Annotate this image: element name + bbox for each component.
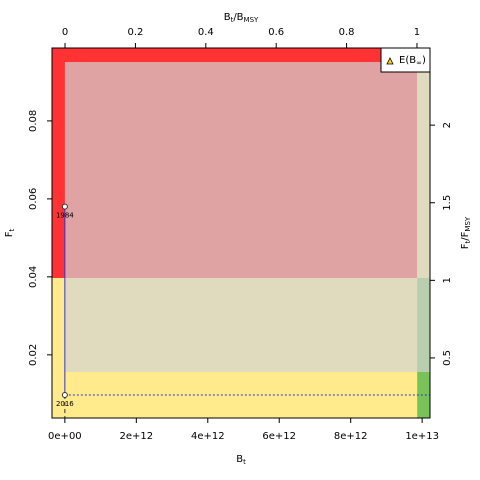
y-tick-label: 0.02 [28, 344, 39, 366]
y2-tick-label: 1.5 [442, 195, 453, 211]
y-axis-label-part: t [8, 228, 16, 231]
x-axis-label-part: B [236, 454, 243, 465]
legend-label-part: ∞ [416, 59, 422, 67]
x2-tick-label: 0.2 [127, 27, 143, 38]
x2-axis-label-part: t [231, 16, 234, 24]
legend-marker [386, 57, 394, 65]
y2-tick-label: 2 [442, 122, 453, 128]
plot-border [51, 47, 431, 419]
y-axis-label-part: F [4, 231, 15, 237]
x2-axis-label: Bt/BMSY [224, 12, 259, 24]
point-label: 2016 [56, 400, 74, 408]
x-tick-label: 0e+00 [48, 431, 82, 442]
x2-tick-label: 0.8 [339, 27, 355, 38]
x-axis-label-part: t [243, 458, 246, 466]
x2-tick-label: 0.4 [198, 27, 214, 38]
legend-label: E(B∞) [399, 55, 426, 67]
point [61, 391, 68, 398]
x2-tick-label: 0 [62, 27, 68, 38]
y2-tick-label: 0.5 [442, 350, 453, 366]
x2-axis-label-part: MSY [244, 16, 259, 24]
legend-label-part: E(B [399, 55, 416, 66]
x2-tick-label: 1 [414, 27, 420, 38]
y2-axis-label: Ft/FMSY [460, 216, 472, 249]
y2-axis-label-part: t [464, 240, 472, 243]
x-tick-label: 6e+12 [262, 431, 296, 442]
x-axis-label: Bt [236, 454, 246, 466]
x2-tick-label: 0.6 [268, 27, 284, 38]
x-tick-label: 1e+13 [405, 431, 439, 442]
point-label: 1984 [56, 212, 74, 220]
y2-axis-label-part: /F [460, 231, 471, 240]
legend-box [380, 47, 431, 73]
y-tick-label: 0.08 [28, 110, 39, 132]
x-tick-label: 8e+12 [334, 431, 368, 442]
y-axis-label: Ft [4, 228, 16, 237]
y-tick-label: 0.04 [28, 266, 39, 288]
y2-axis-label-part: MSY [464, 216, 472, 231]
x-tick-label: 4e+12 [191, 431, 225, 442]
region [64, 62, 431, 372]
y-tick-label: 0.06 [28, 188, 39, 210]
y2-axis-label-part: F [460, 243, 471, 249]
x-tick-label: 2e+12 [120, 431, 154, 442]
legend-label-part: ) [422, 55, 426, 66]
point [61, 203, 68, 210]
y2-tick-label: 1 [442, 277, 453, 283]
x2-axis-label-part: /B [233, 12, 243, 23]
x2-axis-label-part: B [224, 12, 231, 23]
